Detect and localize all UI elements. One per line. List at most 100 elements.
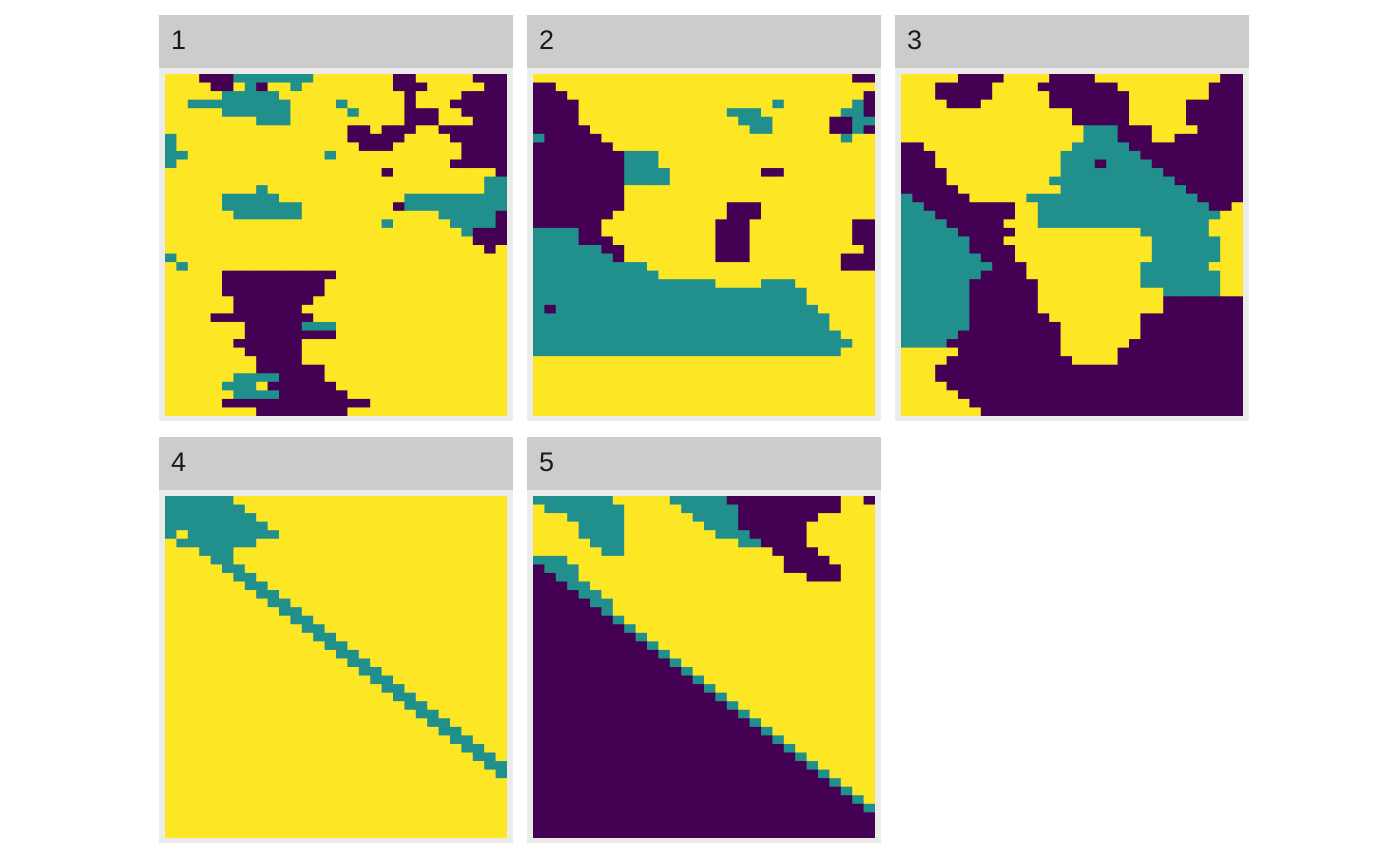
heatmap-cell [1220, 150, 1233, 161]
heatmap-cell [244, 313, 257, 323]
heatmap-cell [704, 125, 716, 135]
heatmap-cell [290, 150, 303, 161]
heatmap-cell [829, 262, 842, 272]
heatmap-cell [358, 185, 371, 195]
heatmap-cell [165, 159, 177, 169]
heatmap-cell [726, 236, 739, 246]
heatmap-cell [199, 667, 212, 677]
heatmap-cell [980, 313, 993, 323]
heatmap-cell [279, 185, 291, 195]
heatmap-cell [336, 761, 348, 771]
heatmap-cell [484, 296, 497, 306]
heatmap-cell [176, 313, 189, 323]
heatmap-cell [324, 91, 337, 101]
heatmap-cell [544, 521, 557, 531]
heatmap-cell [187, 133, 200, 143]
heatmap-cell [749, 364, 762, 374]
heatmap-cell [1174, 185, 1187, 195]
heatmap-cell [969, 159, 982, 169]
heatmap-cell [370, 270, 383, 280]
heatmap-cell [1072, 219, 1084, 229]
heatmap-cell [267, 91, 280, 101]
heatmap-cell [647, 496, 659, 506]
heatmap-cell [256, 718, 269, 728]
heatmap-cell [1060, 185, 1073, 195]
heatmap-cell [969, 407, 982, 416]
heatmap-cell [863, 125, 875, 135]
heatmap-cell [761, 159, 773, 169]
heatmap-cell [863, 202, 875, 212]
heatmap-cell [370, 356, 383, 366]
heatmap-cell [612, 530, 625, 540]
heatmap-cell [461, 253, 474, 263]
heatmap-cell [852, 108, 865, 118]
heatmap-cell [233, 176, 246, 186]
heatmap-cell [1094, 99, 1107, 109]
heatmap-cell [1151, 210, 1164, 220]
heatmap-cell [1163, 270, 1176, 280]
heatmap-cell [726, 521, 739, 531]
heatmap-cell [533, 339, 545, 349]
heatmap-cell [279, 649, 291, 660]
heatmap-cell [783, 168, 796, 178]
heatmap-cell [324, 287, 337, 297]
heatmap-cell [438, 330, 451, 340]
heatmap-cell [923, 398, 936, 409]
heatmap-cell [923, 304, 936, 314]
heatmap-cell [279, 632, 291, 642]
heatmap-cell [324, 812, 337, 822]
heatmap-cell [313, 262, 326, 272]
heatmap-cell [244, 125, 257, 135]
heatmap-cell [199, 356, 212, 366]
heatmap-cell [1037, 296, 1050, 306]
heatmap-cell [484, 99, 497, 109]
heatmap-cell [1037, 116, 1050, 126]
heatmap-cell [923, 356, 936, 366]
heatmap-cell [472, 564, 485, 574]
heatmap-cell [852, 116, 865, 126]
heatmap-cell [279, 193, 291, 203]
heatmap-cell [210, 735, 223, 745]
heatmap-cell [187, 743, 200, 754]
heatmap-cell [1208, 253, 1221, 263]
heatmap-cell [279, 641, 291, 651]
heatmap-cell [187, 778, 200, 788]
heatmap-cell [404, 347, 417, 357]
heatmap-cell [912, 245, 925, 255]
heatmap-cell [1220, 347, 1233, 357]
heatmap-cell [347, 581, 360, 591]
heatmap-cell [658, 398, 671, 409]
heatmap-cell [1129, 262, 1141, 272]
heatmap-cell [313, 564, 326, 574]
heatmap-cell [624, 108, 637, 118]
heatmap-cell [256, 761, 269, 771]
heatmap-cell [256, 829, 269, 838]
heatmap-cell [1106, 407, 1119, 416]
heatmap-cell [279, 296, 291, 306]
heatmap-cell [472, 108, 485, 118]
heatmap-cell [669, 496, 682, 506]
heatmap-cell [946, 210, 959, 220]
heatmap-cell [1117, 227, 1130, 238]
heatmap-cell [795, 496, 808, 506]
heatmap-cell [783, 125, 796, 135]
heatmap-cell [1094, 381, 1107, 391]
heatmap-cell [301, 210, 314, 220]
heatmap-cell [347, 407, 360, 416]
heatmap-cell [738, 125, 751, 135]
heatmap-cell [324, 701, 337, 711]
heatmap-cell [210, 398, 223, 409]
heatmap-cell [290, 82, 303, 92]
heatmap-cell [450, 210, 462, 220]
heatmap-cell [427, 752, 440, 762]
heatmap-cell [484, 590, 497, 600]
heatmap-cell [901, 125, 913, 135]
heatmap-cell [578, 373, 591, 383]
heatmap-cell [1117, 253, 1130, 263]
heatmap-cell [1037, 210, 1050, 220]
heatmap-cell [358, 743, 371, 754]
heatmap-cell [484, 330, 497, 340]
heatmap-cell [381, 116, 394, 126]
heatmap-cell [210, 381, 223, 391]
heatmap-cell [472, 555, 485, 565]
